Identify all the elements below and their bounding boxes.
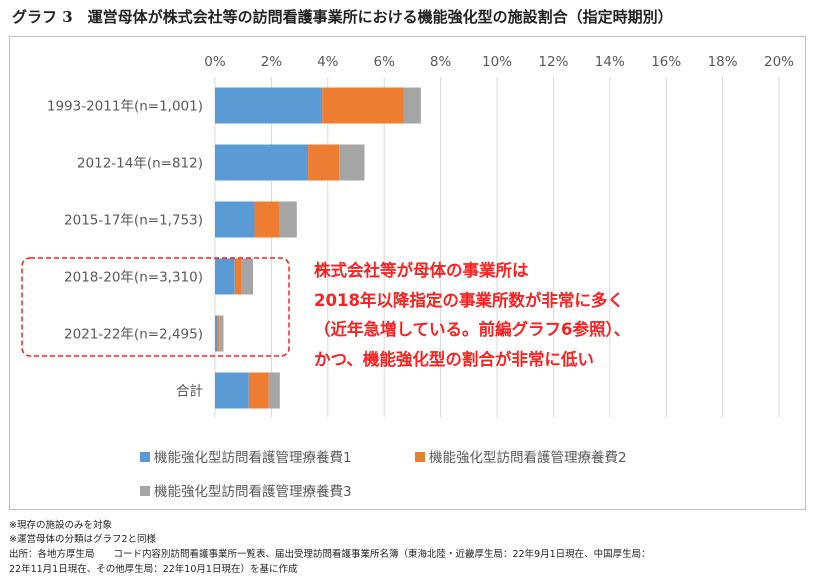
x-tick-label: 8% bbox=[430, 54, 452, 70]
footnote: ※現存の施設のみを対象 bbox=[9, 520, 112, 531]
bar-segment bbox=[215, 258, 235, 295]
bar-segment bbox=[248, 372, 269, 409]
highlight-box bbox=[21, 257, 290, 357]
bar-segment bbox=[254, 201, 280, 238]
x-tick-label: 12% bbox=[538, 54, 568, 70]
x-tick-label: 4% bbox=[317, 54, 339, 70]
source-note: 出所：各地方厚生局 コード内容別訪問看護事業所一覧表、届出受理訪問看護事業所名簿… bbox=[9, 549, 651, 560]
source-note: 22年11月1日現在、その他厚生局：22年10月1日現在）を基に作成 bbox=[9, 564, 298, 575]
bar-segment bbox=[241, 258, 254, 295]
x-tick-label: 14% bbox=[595, 54, 625, 70]
bar-segment bbox=[234, 258, 242, 295]
bar-segment bbox=[215, 144, 309, 181]
annotation-line: かつ、機能強化型の割合が非常に低い bbox=[314, 349, 594, 369]
legend-swatch bbox=[415, 452, 425, 462]
category-label: 2012-14年(n=812) bbox=[77, 156, 203, 172]
bar-segment bbox=[217, 315, 220, 352]
bar-segment bbox=[339, 144, 365, 181]
legend-label: 機能強化型訪問看護管理療養費1 bbox=[154, 449, 352, 466]
bar-segment bbox=[215, 372, 249, 409]
x-tick-label: 18% bbox=[708, 54, 738, 70]
bar-segment bbox=[322, 87, 404, 124]
stacked-bar-chart: 0% 2% 4% 6% 8% 10% 12% 14% 16% 18% 20% 1993-2011年(… bbox=[21, 54, 794, 500]
legend-label: 機能強化型訪問看護管理療養費3 bbox=[154, 483, 352, 500]
x-tick-label: 2% bbox=[261, 54, 283, 70]
bar-segment bbox=[219, 315, 224, 352]
x-tick-label: 0% bbox=[204, 54, 226, 70]
bar-segment bbox=[403, 87, 421, 124]
annotation-callout: 株式会社等が母体の事業所は 2018年以降指定の事業所数が非常に多く （近年急増… bbox=[314, 256, 630, 374]
category-label: 2015-17年(n=1,753) bbox=[64, 213, 203, 229]
footnote: ※運営母体の分類はグラフ2と同様 bbox=[9, 534, 157, 545]
category-label: 2021-22年(n=2,495) bbox=[64, 327, 203, 343]
category-label: 1993-2011年(n=1,001) bbox=[47, 99, 203, 115]
bar-segment bbox=[308, 144, 340, 181]
legend-swatch bbox=[140, 452, 150, 462]
bar-segment bbox=[279, 201, 297, 238]
bar-segment bbox=[215, 87, 323, 124]
x-tick-label: 16% bbox=[651, 54, 681, 70]
legend-label: 機能強化型訪問看護管理療養費2 bbox=[429, 449, 627, 466]
bar-segment bbox=[215, 201, 255, 238]
figure-title: グラフ 3 運営母体が株式会社等の訪問看護事業所における機能強化型の施設割合（指… bbox=[12, 8, 673, 26]
legend-swatch bbox=[140, 486, 150, 496]
chart-area: 0% 2% 4% 6% 8% 10% 12% 14% 16% 18% 20% 1993-2011年(… bbox=[9, 36, 806, 510]
bar-segment bbox=[268, 372, 280, 409]
category-label: 2018-20年(n=3,310) bbox=[64, 270, 203, 286]
x-tick-label: 20% bbox=[764, 54, 794, 70]
x-tick-label: 10% bbox=[482, 54, 512, 70]
annotation-line: （近年急増している。前編グラフ6参照）、 bbox=[314, 320, 631, 339]
x-tick-label: 6% bbox=[373, 54, 395, 70]
bar-segment bbox=[215, 315, 218, 352]
annotation-line: 株式会社等が母体の事業所は bbox=[314, 261, 529, 280]
annotation-line: 2018年以降指定の事業所数が非常に多く bbox=[314, 290, 624, 310]
category-label: 合計 bbox=[176, 384, 203, 400]
